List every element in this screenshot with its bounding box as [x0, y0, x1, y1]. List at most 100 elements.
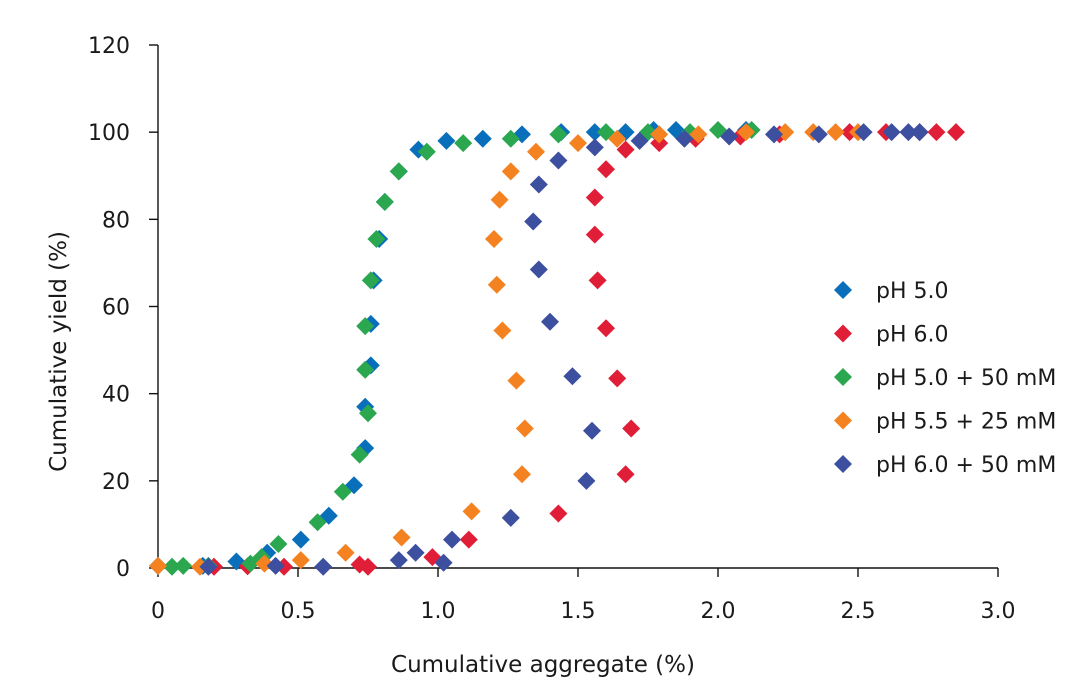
- data-point: [389, 162, 408, 181]
- data-point: [765, 125, 783, 144]
- x-axis-ticks: 0 0.5 1.0 1.5 2.0 2.5 3.0: [151, 568, 1016, 624]
- y-tick-label: 120: [88, 34, 130, 59]
- data-point: [443, 530, 461, 549]
- legend-marker: [834, 455, 852, 473]
- x-tick-label: 2.0: [701, 599, 736, 624]
- series-5: [199, 123, 929, 576]
- data-point: [149, 556, 167, 575]
- data-point: [314, 557, 333, 576]
- x-tick-label: 1.0: [421, 599, 456, 624]
- data-point: [308, 513, 327, 532]
- series-3: [163, 120, 761, 576]
- data-point: [291, 530, 310, 549]
- axes: 0 0.5 1.0 1.5 2.0 2.5 3.0 0 20 40 60 80 100 120: [88, 34, 1016, 624]
- data-point: [549, 125, 568, 144]
- data-point: [882, 123, 901, 142]
- data-point: [375, 192, 394, 211]
- data-point: [854, 123, 873, 142]
- legend-label: pH 6.0: [876, 323, 949, 348]
- data-point: [356, 317, 375, 336]
- data-point: [174, 556, 193, 575]
- data-point: [367, 229, 386, 248]
- data-point: [563, 367, 582, 386]
- data-point: [350, 445, 369, 464]
- y-tick-label: 60: [102, 296, 130, 321]
- y-tick-label: 100: [88, 121, 130, 146]
- y-axis-title: Cumulative yield (%): [46, 231, 72, 472]
- data-point: [199, 557, 218, 576]
- data-point: [524, 212, 543, 231]
- data-point: [675, 129, 694, 148]
- data-point: [616, 465, 635, 484]
- data-point: [515, 419, 534, 438]
- data-point: [501, 129, 520, 148]
- x-tick-label: 0: [151, 599, 165, 624]
- y-tick-label: 20: [102, 470, 130, 495]
- data-point: [585, 123, 604, 142]
- data-point: [689, 125, 708, 144]
- data-point: [501, 162, 520, 181]
- data-point: [529, 260, 548, 279]
- y-tick-label: 40: [102, 383, 130, 408]
- data-point: [585, 225, 604, 244]
- data-point: [549, 504, 568, 523]
- data-point: [487, 275, 506, 294]
- legend-label: pH 5.0 + 50 mM: [876, 366, 1056, 391]
- data-point: [720, 127, 739, 146]
- data-point: [459, 530, 478, 549]
- data-point: [650, 125, 669, 144]
- data-point: [608, 129, 627, 148]
- data-point: [583, 421, 601, 440]
- legend-marker: [834, 368, 852, 386]
- data-point: [731, 127, 750, 146]
- data-point: [513, 465, 531, 484]
- series-2: [205, 123, 965, 576]
- series-1: [149, 120, 755, 575]
- data-point: [585, 138, 604, 157]
- legend-item: pH 5.0 + 50 mM: [834, 366, 1056, 391]
- data-point: [437, 131, 456, 150]
- data-point: [910, 123, 929, 142]
- data-point: [529, 175, 548, 194]
- y-tick-label: 0: [116, 557, 130, 582]
- data-point: [291, 551, 310, 570]
- data-point: [473, 129, 492, 148]
- data-point: [434, 553, 453, 572]
- legend: pH 5.0 pH 6.0 pH 5.0 + 50 mM pH 5.5 + 25 mM…: [834, 279, 1056, 478]
- data-points: [149, 120, 965, 576]
- data-point: [454, 134, 473, 153]
- data-point: [597, 160, 615, 179]
- y-axis-ticks: 0 20 40 60 80 100 120: [88, 34, 158, 582]
- x-tick-label: 3.0: [981, 599, 1016, 624]
- data-point: [569, 134, 587, 153]
- data-point: [501, 508, 520, 527]
- data-point: [616, 140, 635, 159]
- legend-marker: [834, 324, 852, 343]
- data-point: [359, 404, 377, 423]
- data-point: [588, 271, 607, 290]
- legend-label: pH 5.0: [876, 279, 949, 304]
- x-tick-label: 2.5: [841, 599, 876, 624]
- data-point: [333, 482, 352, 501]
- data-point: [927, 123, 946, 142]
- data-point: [269, 535, 288, 554]
- data-point: [776, 123, 795, 142]
- data-point: [947, 123, 965, 142]
- data-point: [507, 371, 526, 390]
- legend-item: pH 6.0 + 50 mM: [834, 453, 1056, 478]
- data-point: [597, 319, 615, 338]
- legend-item: pH 5.5 + 25 mM: [834, 410, 1056, 435]
- data-point: [622, 419, 641, 438]
- data-point: [359, 557, 377, 576]
- data-point: [389, 551, 408, 570]
- x-tick-label: 1.5: [561, 599, 596, 624]
- data-point: [549, 151, 568, 170]
- legend-label: pH 6.0 + 50 mM: [876, 453, 1056, 478]
- series-4: [149, 123, 867, 576]
- legend-item: pH 5.0: [834, 279, 949, 304]
- data-point: [585, 188, 604, 207]
- data-point: [826, 123, 845, 142]
- data-point: [541, 312, 559, 331]
- data-point: [356, 360, 375, 379]
